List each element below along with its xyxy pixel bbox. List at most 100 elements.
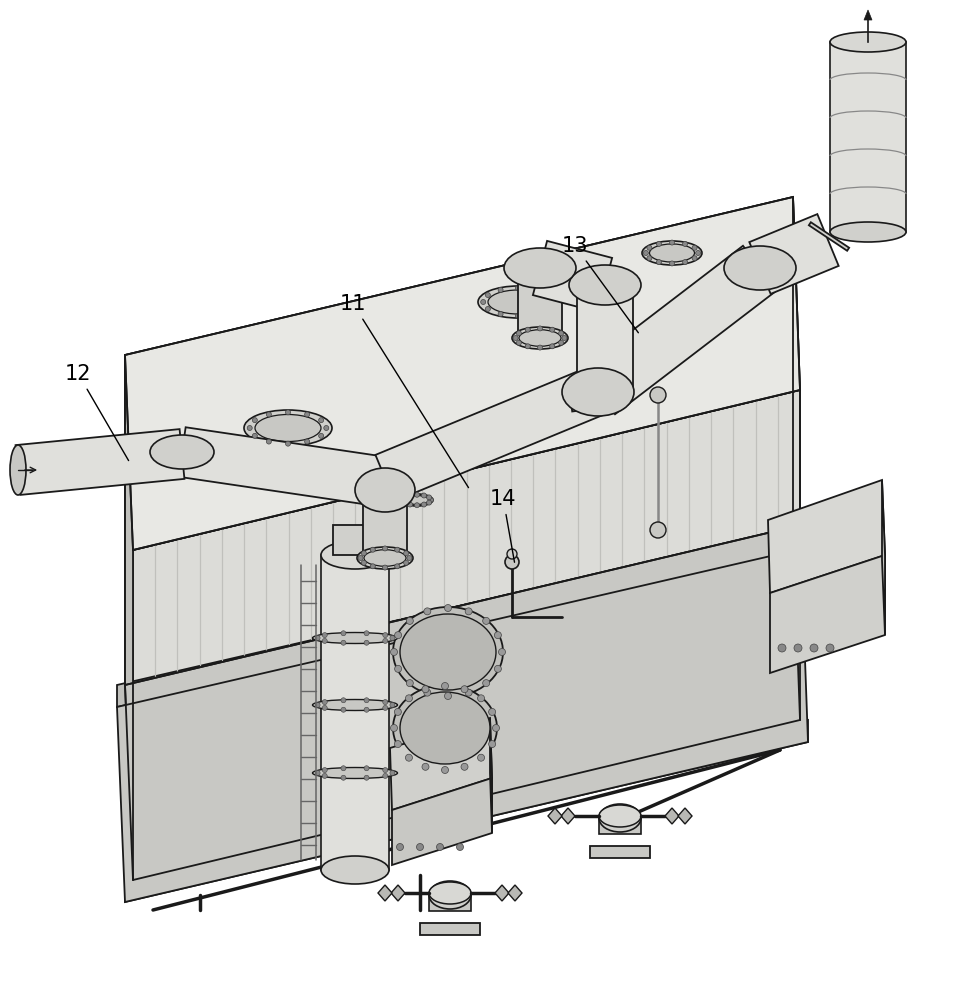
Circle shape bbox=[644, 250, 649, 255]
Circle shape bbox=[322, 773, 327, 778]
Ellipse shape bbox=[400, 692, 490, 764]
Polygon shape bbox=[378, 885, 392, 901]
Ellipse shape bbox=[599, 805, 641, 827]
Circle shape bbox=[247, 426, 253, 430]
Circle shape bbox=[286, 441, 290, 446]
Circle shape bbox=[481, 300, 486, 304]
Circle shape bbox=[408, 502, 412, 507]
Circle shape bbox=[322, 638, 327, 643]
Circle shape bbox=[371, 547, 376, 552]
Circle shape bbox=[444, 692, 451, 700]
Circle shape bbox=[647, 256, 651, 261]
Circle shape bbox=[414, 492, 419, 497]
Circle shape bbox=[407, 556, 411, 560]
FancyBboxPatch shape bbox=[429, 893, 471, 911]
Polygon shape bbox=[864, 10, 872, 20]
Polygon shape bbox=[178, 427, 389, 507]
Circle shape bbox=[364, 631, 369, 636]
Circle shape bbox=[341, 698, 346, 703]
Circle shape bbox=[533, 287, 538, 292]
Circle shape bbox=[397, 844, 404, 850]
Polygon shape bbox=[125, 355, 133, 880]
Circle shape bbox=[421, 502, 427, 507]
Circle shape bbox=[395, 665, 402, 672]
Circle shape bbox=[692, 245, 697, 250]
Circle shape bbox=[253, 433, 257, 438]
Polygon shape bbox=[15, 429, 185, 495]
Circle shape bbox=[390, 724, 398, 732]
Circle shape bbox=[382, 705, 388, 710]
Circle shape bbox=[382, 700, 388, 705]
Circle shape bbox=[682, 241, 687, 246]
Circle shape bbox=[318, 418, 323, 423]
Circle shape bbox=[696, 250, 701, 255]
Polygon shape bbox=[809, 222, 849, 251]
Polygon shape bbox=[420, 923, 480, 935]
Circle shape bbox=[390, 636, 395, 641]
Circle shape bbox=[361, 551, 367, 556]
Circle shape bbox=[485, 306, 491, 311]
Ellipse shape bbox=[562, 368, 634, 416]
Circle shape bbox=[499, 648, 505, 656]
Ellipse shape bbox=[429, 881, 471, 909]
Circle shape bbox=[477, 754, 485, 761]
Circle shape bbox=[537, 326, 542, 331]
Ellipse shape bbox=[321, 541, 389, 569]
Polygon shape bbox=[490, 718, 492, 833]
Circle shape bbox=[559, 340, 563, 345]
Circle shape bbox=[390, 770, 395, 776]
Circle shape bbox=[364, 775, 369, 780]
Polygon shape bbox=[333, 525, 377, 555]
Polygon shape bbox=[390, 718, 492, 810]
Circle shape bbox=[266, 439, 271, 444]
Ellipse shape bbox=[357, 547, 413, 569]
Ellipse shape bbox=[313, 633, 398, 644]
Polygon shape bbox=[125, 527, 800, 880]
Circle shape bbox=[794, 644, 802, 652]
Circle shape bbox=[358, 556, 363, 560]
Circle shape bbox=[401, 497, 406, 502]
Ellipse shape bbox=[313, 768, 398, 778]
Circle shape bbox=[382, 768, 388, 773]
Circle shape bbox=[441, 766, 448, 774]
Polygon shape bbox=[570, 389, 628, 411]
Circle shape bbox=[559, 331, 563, 336]
Circle shape bbox=[361, 560, 367, 565]
Polygon shape bbox=[770, 555, 885, 673]
Circle shape bbox=[318, 433, 323, 438]
Circle shape bbox=[422, 763, 429, 770]
Circle shape bbox=[444, 604, 451, 611]
Circle shape bbox=[429, 497, 434, 502]
Circle shape bbox=[341, 707, 346, 712]
Circle shape bbox=[305, 439, 310, 444]
Circle shape bbox=[323, 426, 329, 430]
Ellipse shape bbox=[244, 410, 332, 446]
Ellipse shape bbox=[10, 445, 26, 495]
Polygon shape bbox=[117, 549, 808, 902]
Circle shape bbox=[422, 686, 429, 693]
Circle shape bbox=[286, 410, 290, 415]
Circle shape bbox=[408, 493, 412, 498]
Polygon shape bbox=[508, 885, 522, 901]
Text: 12: 12 bbox=[65, 364, 129, 461]
Circle shape bbox=[395, 564, 400, 569]
Ellipse shape bbox=[364, 550, 406, 566]
Circle shape bbox=[533, 312, 538, 317]
Circle shape bbox=[810, 644, 818, 652]
Circle shape bbox=[390, 648, 398, 656]
Polygon shape bbox=[590, 846, 650, 858]
Ellipse shape bbox=[650, 244, 694, 262]
Circle shape bbox=[424, 608, 431, 615]
Circle shape bbox=[550, 327, 555, 332]
Circle shape bbox=[546, 306, 551, 311]
Circle shape bbox=[322, 633, 327, 638]
Circle shape bbox=[427, 500, 432, 505]
Circle shape bbox=[406, 754, 412, 761]
Circle shape bbox=[406, 695, 412, 702]
Polygon shape bbox=[830, 42, 906, 232]
Ellipse shape bbox=[400, 614, 496, 690]
Polygon shape bbox=[749, 214, 838, 294]
Circle shape bbox=[404, 551, 408, 556]
Polygon shape bbox=[561, 808, 575, 824]
Circle shape bbox=[489, 741, 496, 748]
